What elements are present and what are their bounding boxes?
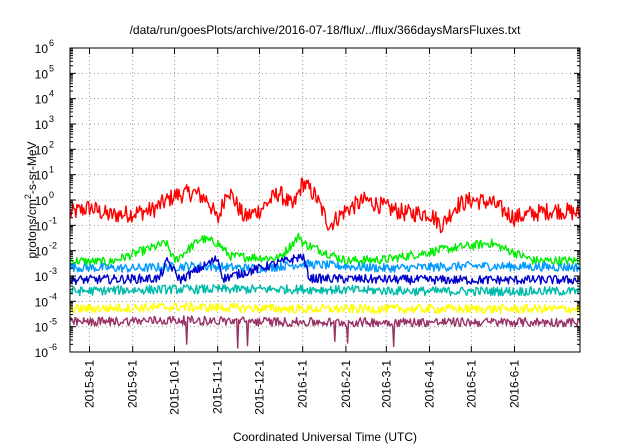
y-tick-exponent: -2 [49, 241, 57, 251]
flux-series-line [70, 302, 580, 315]
y-tick-exponent: 5 [49, 63, 54, 73]
y-tick-label: 10 [35, 346, 49, 360]
y-tick-label: 10 [35, 219, 49, 233]
y-tick-exponent: -3 [49, 266, 57, 276]
y-tick-label: 10 [35, 321, 49, 335]
y-tick-label: 10 [35, 194, 49, 208]
chart-title: /data/run/goesPlots/archive/2016-07-18/f… [130, 23, 522, 37]
y-tick-exponent: -4 [49, 291, 57, 301]
x-tick-label: 2016-5-1 [464, 360, 478, 408]
y-axis-label-base: protons/cm [25, 199, 39, 258]
y-tick-exponent: 2 [49, 139, 54, 149]
x-axis-label: Coordinated Universal Time (UTC) [233, 430, 417, 444]
flux-series-line [70, 284, 580, 297]
y-tick-label: 10 [35, 245, 49, 259]
y-tick-label: 10 [35, 118, 49, 132]
y-axis-label: protons/cm2-s-sr-MeV [23, 141, 39, 258]
y-tick-exponent: 4 [49, 89, 54, 99]
x-tick-label: 2016-1-1 [296, 360, 310, 408]
y-tick-label: 10 [35, 93, 49, 107]
y-axis-label-rest: -s-sr-MeV [25, 141, 39, 194]
y-tick-label: 10 [35, 270, 49, 284]
flux-series-line [70, 253, 580, 286]
flux-series-line [70, 259, 580, 274]
x-tick-label: 2016-2-1 [339, 360, 353, 408]
flux-series-line [70, 232, 580, 267]
flux-series-line [70, 315, 580, 349]
y-tick-exponent: 3 [49, 114, 54, 124]
y-axis-ticks: 10 -610 -510 -410 -310 -210 -110 010 110 210 310 41… [35, 38, 580, 360]
y-tick-exponent: 1 [49, 165, 54, 175]
y-tick-exponent: -1 [49, 215, 57, 225]
x-tick-label: 2015-8-1 [83, 360, 97, 408]
x-tick-label: 2016-4-1 [423, 360, 437, 408]
y-tick-exponent: 6 [49, 38, 54, 48]
y-axis-label-sup: 2 [23, 194, 33, 199]
y-tick-label: 10 [35, 67, 49, 81]
data-series [70, 177, 580, 349]
y-tick-exponent: -5 [49, 317, 57, 327]
x-tick-label: 2016-6-1 [508, 360, 522, 408]
x-tick-label: 2015-11-1 [211, 360, 225, 414]
x-tick-label: 2016-3-1 [379, 360, 393, 408]
y-tick-exponent: -6 [49, 342, 57, 352]
y-tick-label: 10 [35, 295, 49, 309]
y-tick-label: 10 [35, 42, 49, 56]
x-tick-label: 2015-12-1 [253, 360, 267, 415]
x-tick-label: 2015-9-1 [126, 360, 140, 408]
x-tick-label: 2015-10-1 [168, 360, 182, 415]
y-tick-exponent: 0 [49, 190, 54, 200]
y-tick-label: 10 [35, 143, 49, 157]
x-axis-ticks: 2015-8-1 2015-9-1 2015-10-1 2015-11-1 2015-1… [83, 48, 522, 415]
y-tick-label: 10 [35, 169, 49, 183]
flux-series-line [70, 177, 580, 234]
